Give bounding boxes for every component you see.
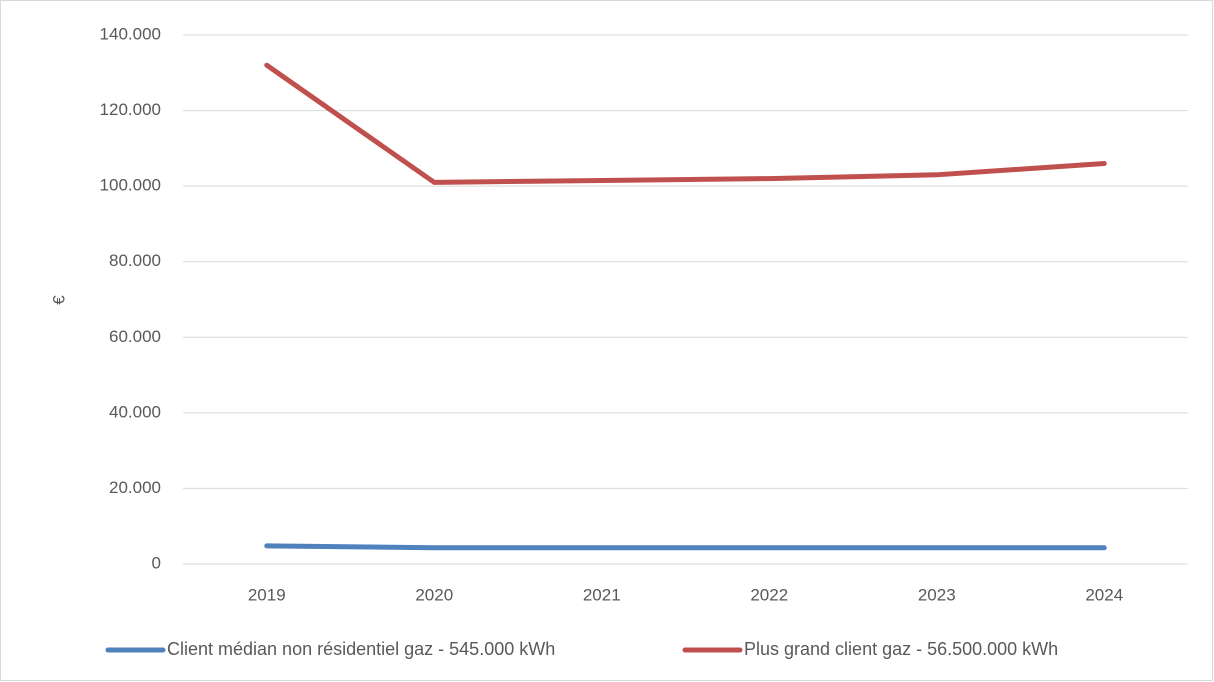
legend-text: Plus grand client gaz - 56.500.000 kWh [744, 639, 1058, 659]
x-tick-label: 2019 [248, 585, 286, 604]
y-tick-label: 0 [152, 553, 161, 572]
x-tick-label: 2021 [583, 585, 621, 604]
x-tick-label: 2024 [1085, 585, 1123, 604]
series-line [264, 62, 1107, 185]
y-axis-label: € [49, 295, 68, 305]
x-tick-label: 2020 [415, 585, 453, 604]
y-tick-label: 140.000 [100, 24, 161, 43]
x-tick-label: 2022 [750, 585, 788, 604]
y-tick-label: 20.000 [109, 478, 161, 497]
series-line [264, 543, 1107, 551]
y-tick-label: 80.000 [109, 251, 161, 270]
y-tick-label: 40.000 [109, 402, 161, 421]
x-tick-label: 2023 [918, 585, 956, 604]
y-tick-label: 120.000 [100, 100, 161, 119]
y-tick-label: 100.000 [100, 176, 161, 195]
legend-text: Client médian non résidentiel gaz - 545.… [167, 639, 555, 659]
y-tick-label: 60.000 [109, 327, 161, 346]
